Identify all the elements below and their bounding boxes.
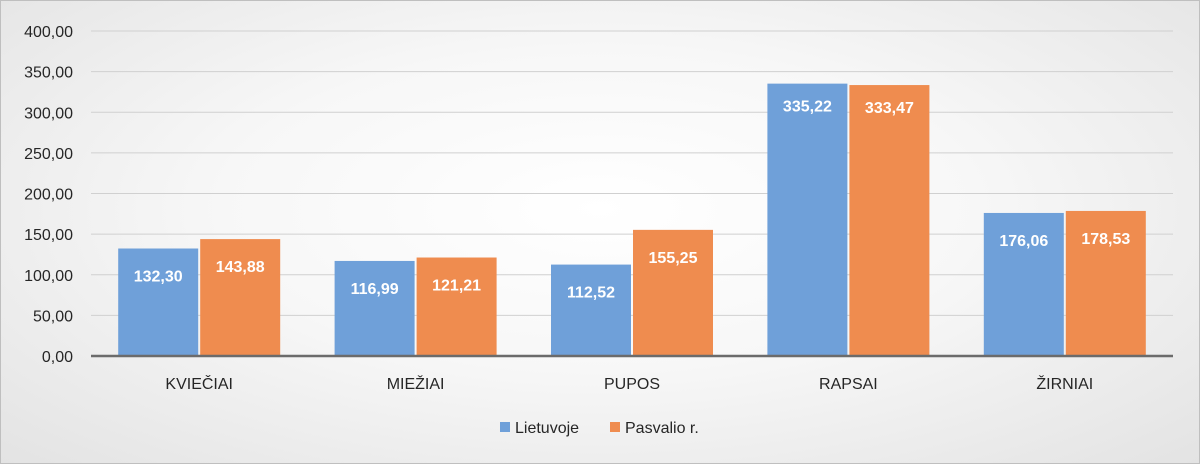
bar-lietuvoje: [767, 83, 848, 356]
data-label: 178,53: [1081, 231, 1130, 248]
data-labels: 132,30 143,88 116,99 121,21 112,52 155,25 335,…: [134, 99, 1131, 302]
data-label: 112,52: [567, 285, 615, 302]
y-tick-label: 350,00: [24, 65, 73, 82]
legend-label: Pasvalio r.: [625, 420, 699, 437]
bar-lietuvoje: [118, 248, 199, 356]
y-tick-label: 0,00: [42, 349, 73, 366]
bar-lietuvoje: [551, 264, 631, 356]
category-label: KVIEČIAI: [165, 374, 233, 393]
data-label: 132,30: [134, 269, 183, 286]
legend-label: Lietuvoje: [515, 420, 579, 437]
data-label: 176,06: [999, 233, 1048, 250]
data-label: 116,99: [351, 281, 399, 298]
data-label: 121,21: [432, 278, 481, 295]
bars: [118, 83, 1146, 356]
y-axis-ticks: 0,00 50,00 100,00 150,00 200,00 250,00 300,00 3…: [24, 24, 73, 366]
y-tick-label: 50,00: [33, 308, 73, 325]
bar-pasvalio-r: [1065, 210, 1146, 356]
bar-lietuvoje: [983, 212, 1064, 356]
y-tick-label: 150,00: [24, 227, 73, 244]
bar-lietuvoje: [334, 260, 415, 356]
data-label: 143,88: [216, 259, 265, 276]
bar-pasvalio-r: [849, 85, 930, 356]
y-tick-label: 400,00: [24, 24, 73, 41]
data-label: 333,47: [865, 100, 914, 117]
category-label: MIEŽIAI: [387, 374, 445, 393]
legend-swatch: [500, 422, 510, 432]
legend: Lietuvoje Pasvalio r.: [500, 420, 699, 437]
data-label: 335,22: [783, 99, 832, 116]
category-label: ŽIRNIAI: [1036, 374, 1093, 393]
y-tick-label: 200,00: [24, 187, 73, 204]
y-tick-label: 250,00: [24, 146, 73, 163]
bar-pasvalio-r: [633, 229, 713, 356]
y-tick-label: 300,00: [24, 105, 73, 122]
category-label: RAPSAI: [819, 376, 878, 393]
bar-pasvalio-r: [416, 257, 497, 356]
y-tick-label: 100,00: [24, 268, 73, 285]
bar-pasvalio-r: [200, 239, 281, 356]
data-label: 155,25: [649, 250, 698, 267]
legend-swatch: [610, 422, 620, 432]
category-label: PUPOS: [604, 376, 660, 393]
x-axis-categories: KVIEČIAI MIEŽIAI PUPOS RAPSAI ŽIRNIAI: [165, 374, 1093, 393]
